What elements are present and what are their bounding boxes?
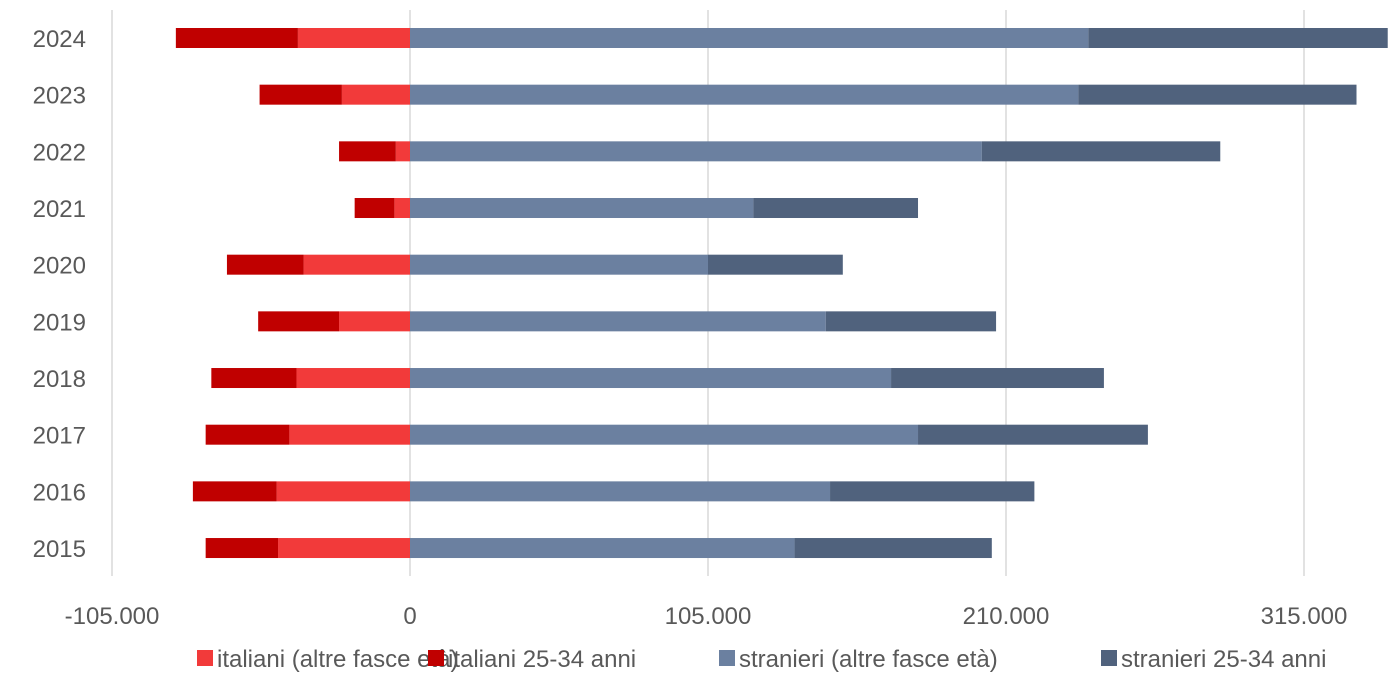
bar-2019-series-4 <box>825 311 997 332</box>
bar-2016-series-3 <box>410 481 831 502</box>
bar-2024-series-4 <box>1088 28 1388 48</box>
legend-swatch <box>719 650 735 666</box>
bar-2015-series-3 <box>410 538 795 559</box>
bar-2018-series-4 <box>891 368 1104 389</box>
legend: italiani (altre fasce età)italiani 25-34… <box>197 646 1326 673</box>
y-category-label: 2024 <box>33 26 86 53</box>
x-tick-label: -105.000 <box>65 603 160 630</box>
bar-2024-series-3 <box>410 28 1089 48</box>
bar-2018-series-1 <box>296 368 410 389</box>
bar-2018-series-2 <box>211 368 297 389</box>
bar-2023-series-4 <box>1078 84 1357 105</box>
bar-2022-series-3 <box>410 141 982 162</box>
bar-2021-series-1 <box>394 198 410 219</box>
y-category-label: 2017 <box>33 423 86 450</box>
bar-2024-series-2 <box>175 28 298 48</box>
x-tick-label: 210.000 <box>963 603 1050 630</box>
bar-2017-series-2 <box>205 424 290 445</box>
bar-2023-series-3 <box>410 84 1079 105</box>
bar-2021-series-3 <box>410 198 754 219</box>
legend-label: italiani 25-34 anni <box>448 646 636 673</box>
bar-2019-series-2 <box>258 311 340 332</box>
bar-2021-series-2 <box>354 198 395 219</box>
y-category-label: 2015 <box>33 536 86 563</box>
legend-label: italiani (altre fasce età) <box>217 646 458 673</box>
legend-label: stranieri (altre fasce età) <box>739 646 998 673</box>
y-category-label: 2016 <box>33 479 86 506</box>
y-category-label: 2021 <box>33 196 86 223</box>
bars <box>175 28 1388 559</box>
bar-2024-series-1 <box>297 28 410 48</box>
bar-2016-series-4 <box>830 481 1035 502</box>
y-category-label: 2019 <box>33 309 86 336</box>
bar-2019-series-3 <box>410 311 826 332</box>
x-tick-label: 0 <box>403 603 416 630</box>
legend-swatch <box>1101 650 1117 666</box>
bar-2017-series-1 <box>289 424 410 445</box>
bar-2022-series-1 <box>395 141 410 162</box>
bar-2018-series-3 <box>410 368 892 389</box>
y-category-label: 2023 <box>33 83 86 110</box>
y-category-label: 2020 <box>33 253 86 280</box>
bar-2015-series-4 <box>794 538 992 559</box>
bar-2022-series-2 <box>339 141 396 162</box>
bar-2016-series-1 <box>276 481 410 502</box>
bar-2015-series-1 <box>278 538 410 559</box>
bar-2023-series-1 <box>341 84 410 105</box>
legend-swatch <box>197 650 213 666</box>
bar-2017-series-3 <box>410 424 919 445</box>
legend-swatch <box>428 650 444 666</box>
bar-2020-series-2 <box>226 254 304 275</box>
y-category-label: 2018 <box>33 366 86 393</box>
bar-2023-series-2 <box>259 84 342 105</box>
bar-2020-series-3 <box>410 254 708 275</box>
bar-2017-series-4 <box>918 424 1148 445</box>
bar-2020-series-4 <box>708 254 843 275</box>
bar-2022-series-4 <box>981 141 1221 162</box>
bar-2015-series-2 <box>205 538 279 559</box>
y-axis-labels: 2024 2023 2022 2021 2020 2019 2018 2017 2016 2015 <box>33 26 86 563</box>
x-axis-labels: -105.000 0 105.000 210.000 315.000 <box>65 603 1348 630</box>
y-category-label: 2022 <box>33 139 86 166</box>
bar-2019-series-1 <box>339 311 410 332</box>
legend-label: stranieri 25-34 anni <box>1121 646 1326 673</box>
x-tick-label: 315.000 <box>1261 603 1348 630</box>
bar-2020-series-1 <box>303 254 410 275</box>
x-tick-label: 105.000 <box>665 603 752 630</box>
bar-2021-series-4 <box>753 198 919 219</box>
bar-2016-series-2 <box>192 481 277 502</box>
